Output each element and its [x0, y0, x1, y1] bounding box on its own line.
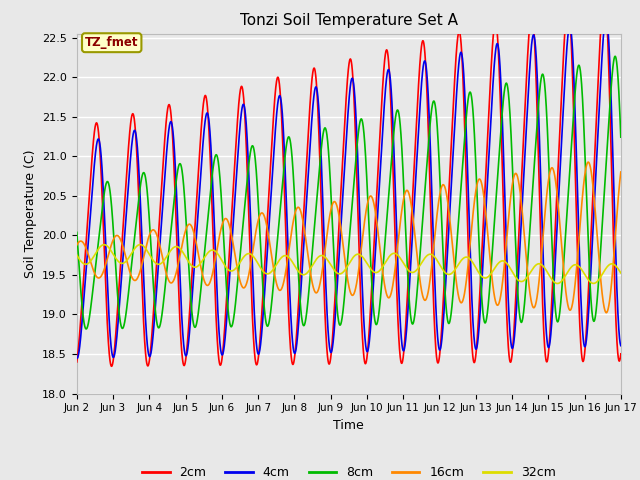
Title: Tonzi Soil Temperature Set A: Tonzi Soil Temperature Set A [240, 13, 458, 28]
X-axis label: Time: Time [333, 419, 364, 432]
Y-axis label: Soil Temperature (C): Soil Temperature (C) [24, 149, 36, 278]
Legend: 2cm, 4cm, 8cm, 16cm, 32cm: 2cm, 4cm, 8cm, 16cm, 32cm [137, 461, 561, 480]
Text: TZ_fmet: TZ_fmet [85, 36, 138, 49]
